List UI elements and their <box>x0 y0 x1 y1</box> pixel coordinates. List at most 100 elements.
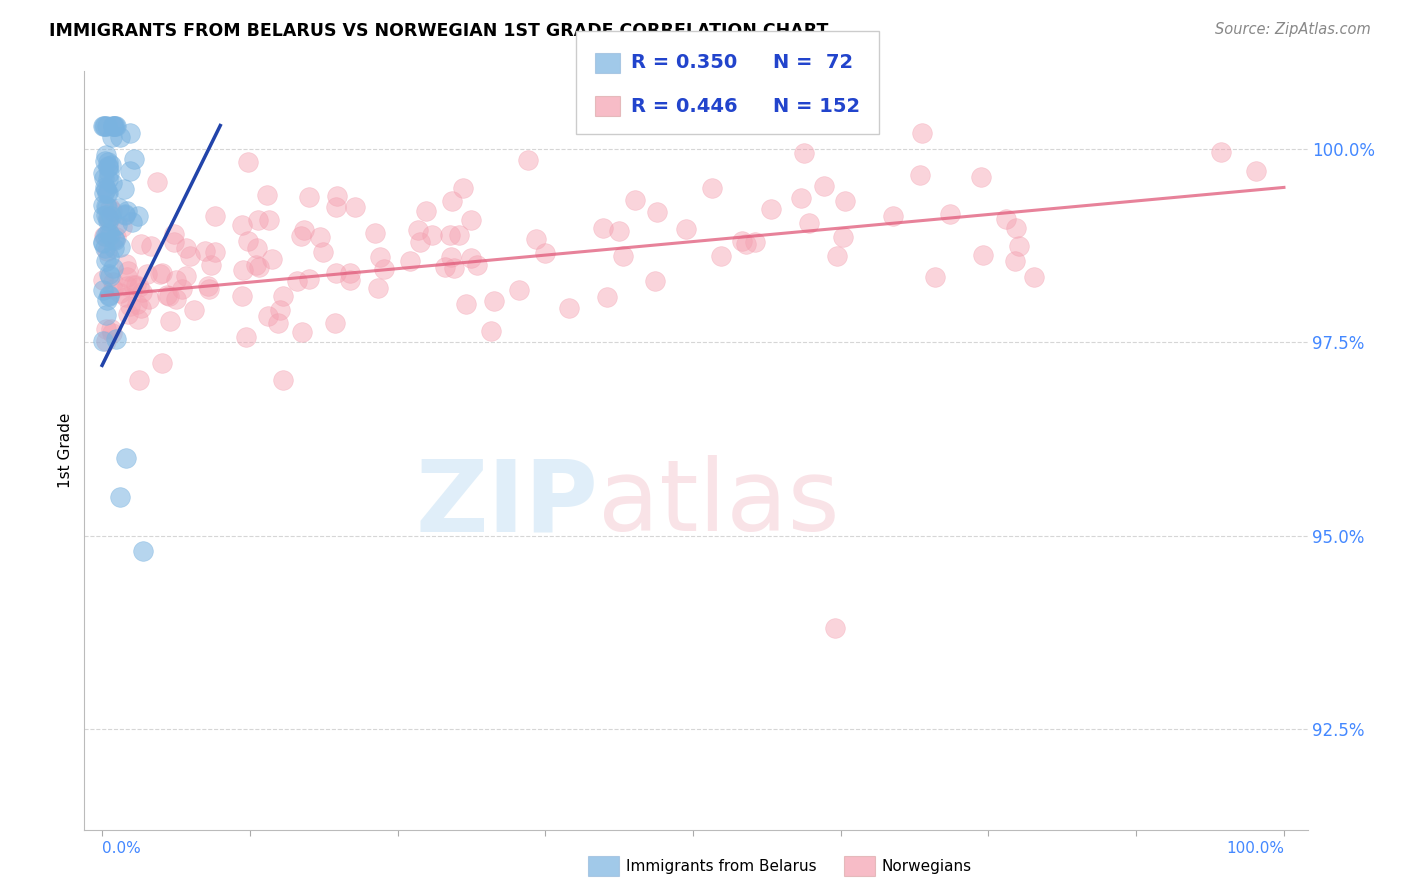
Point <box>675 221 697 235</box>
Point <box>262 252 284 267</box>
Point <box>456 297 478 311</box>
Point <box>257 213 280 227</box>
Point <box>744 235 766 249</box>
Point <box>460 251 482 265</box>
Point <box>108 129 131 144</box>
Point <box>793 146 815 161</box>
Point <box>101 276 124 290</box>
Point <box>118 299 141 313</box>
Point <box>114 451 136 466</box>
Point <box>94 199 117 213</box>
Point <box>799 216 821 230</box>
Point <box>100 129 122 144</box>
Point <box>115 257 138 271</box>
Point <box>970 170 993 185</box>
Point <box>1022 269 1045 284</box>
Point <box>93 154 115 169</box>
Point <box>339 267 361 281</box>
Point <box>111 220 134 235</box>
Point <box>908 168 931 182</box>
Point <box>292 223 315 237</box>
Point <box>759 202 782 217</box>
Point <box>596 289 619 303</box>
Point <box>343 200 366 214</box>
Point <box>479 325 502 339</box>
Point <box>105 332 128 346</box>
Point <box>97 172 120 186</box>
Text: IMMIGRANTS FROM BELARUS VS NORWEGIAN 1ST GRADE CORRELATION CHART: IMMIGRANTS FROM BELARUS VS NORWEGIAN 1ST… <box>49 22 828 40</box>
Point <box>156 288 179 302</box>
Point <box>94 334 117 349</box>
Point <box>117 204 139 219</box>
Point <box>415 203 437 218</box>
Point <box>834 194 856 208</box>
Point <box>91 273 114 287</box>
Point <box>100 210 122 224</box>
Point <box>117 264 139 278</box>
Text: atlas: atlas <box>598 455 839 552</box>
Point <box>132 544 155 558</box>
Point <box>449 228 471 243</box>
Point <box>93 235 115 249</box>
Point <box>96 186 118 200</box>
Point <box>231 288 253 302</box>
Point <box>364 227 387 241</box>
Point <box>94 229 117 244</box>
Point <box>163 235 186 249</box>
Point <box>508 283 530 297</box>
Point <box>150 356 173 370</box>
Point <box>120 126 142 140</box>
Text: Norwegians: Norwegians <box>882 859 972 873</box>
Point <box>101 119 124 133</box>
Point <box>98 202 121 216</box>
Point <box>93 229 115 244</box>
Point <box>148 267 170 281</box>
Point <box>325 266 347 280</box>
Point <box>972 248 994 262</box>
Point <box>420 227 443 242</box>
Point <box>128 374 150 388</box>
Point <box>93 186 115 200</box>
Point <box>128 279 150 293</box>
Point <box>246 241 269 255</box>
Point <box>516 153 538 167</box>
Point <box>104 233 127 247</box>
Point <box>339 273 361 287</box>
Point <box>1007 238 1029 252</box>
Point <box>271 373 294 387</box>
Point <box>131 285 153 300</box>
Point <box>121 215 143 229</box>
Point <box>609 224 631 238</box>
Point <box>256 188 278 202</box>
Point <box>645 205 668 219</box>
Point <box>115 269 138 284</box>
Point <box>101 176 124 190</box>
Text: Immigrants from Belarus: Immigrants from Belarus <box>626 859 817 873</box>
Point <box>117 307 139 321</box>
Point <box>326 189 349 203</box>
Text: R = 0.350: R = 0.350 <box>631 54 738 72</box>
Point <box>524 232 547 246</box>
Point <box>129 301 152 315</box>
Point <box>924 269 946 284</box>
Point <box>197 279 219 293</box>
Point <box>94 322 117 336</box>
Point <box>97 160 120 174</box>
Point <box>93 171 115 186</box>
Point <box>434 260 457 274</box>
Point <box>96 181 118 195</box>
Point <box>98 269 121 284</box>
Point <box>157 288 180 302</box>
Point <box>710 248 733 262</box>
Point <box>97 211 120 226</box>
Point <box>91 209 114 223</box>
Point <box>118 164 141 178</box>
Point <box>108 240 131 254</box>
Point <box>824 621 846 635</box>
Point <box>97 288 120 302</box>
Point <box>98 267 121 281</box>
Point <box>94 119 117 133</box>
Point <box>312 245 335 260</box>
Point <box>269 303 291 318</box>
Point <box>100 326 122 340</box>
